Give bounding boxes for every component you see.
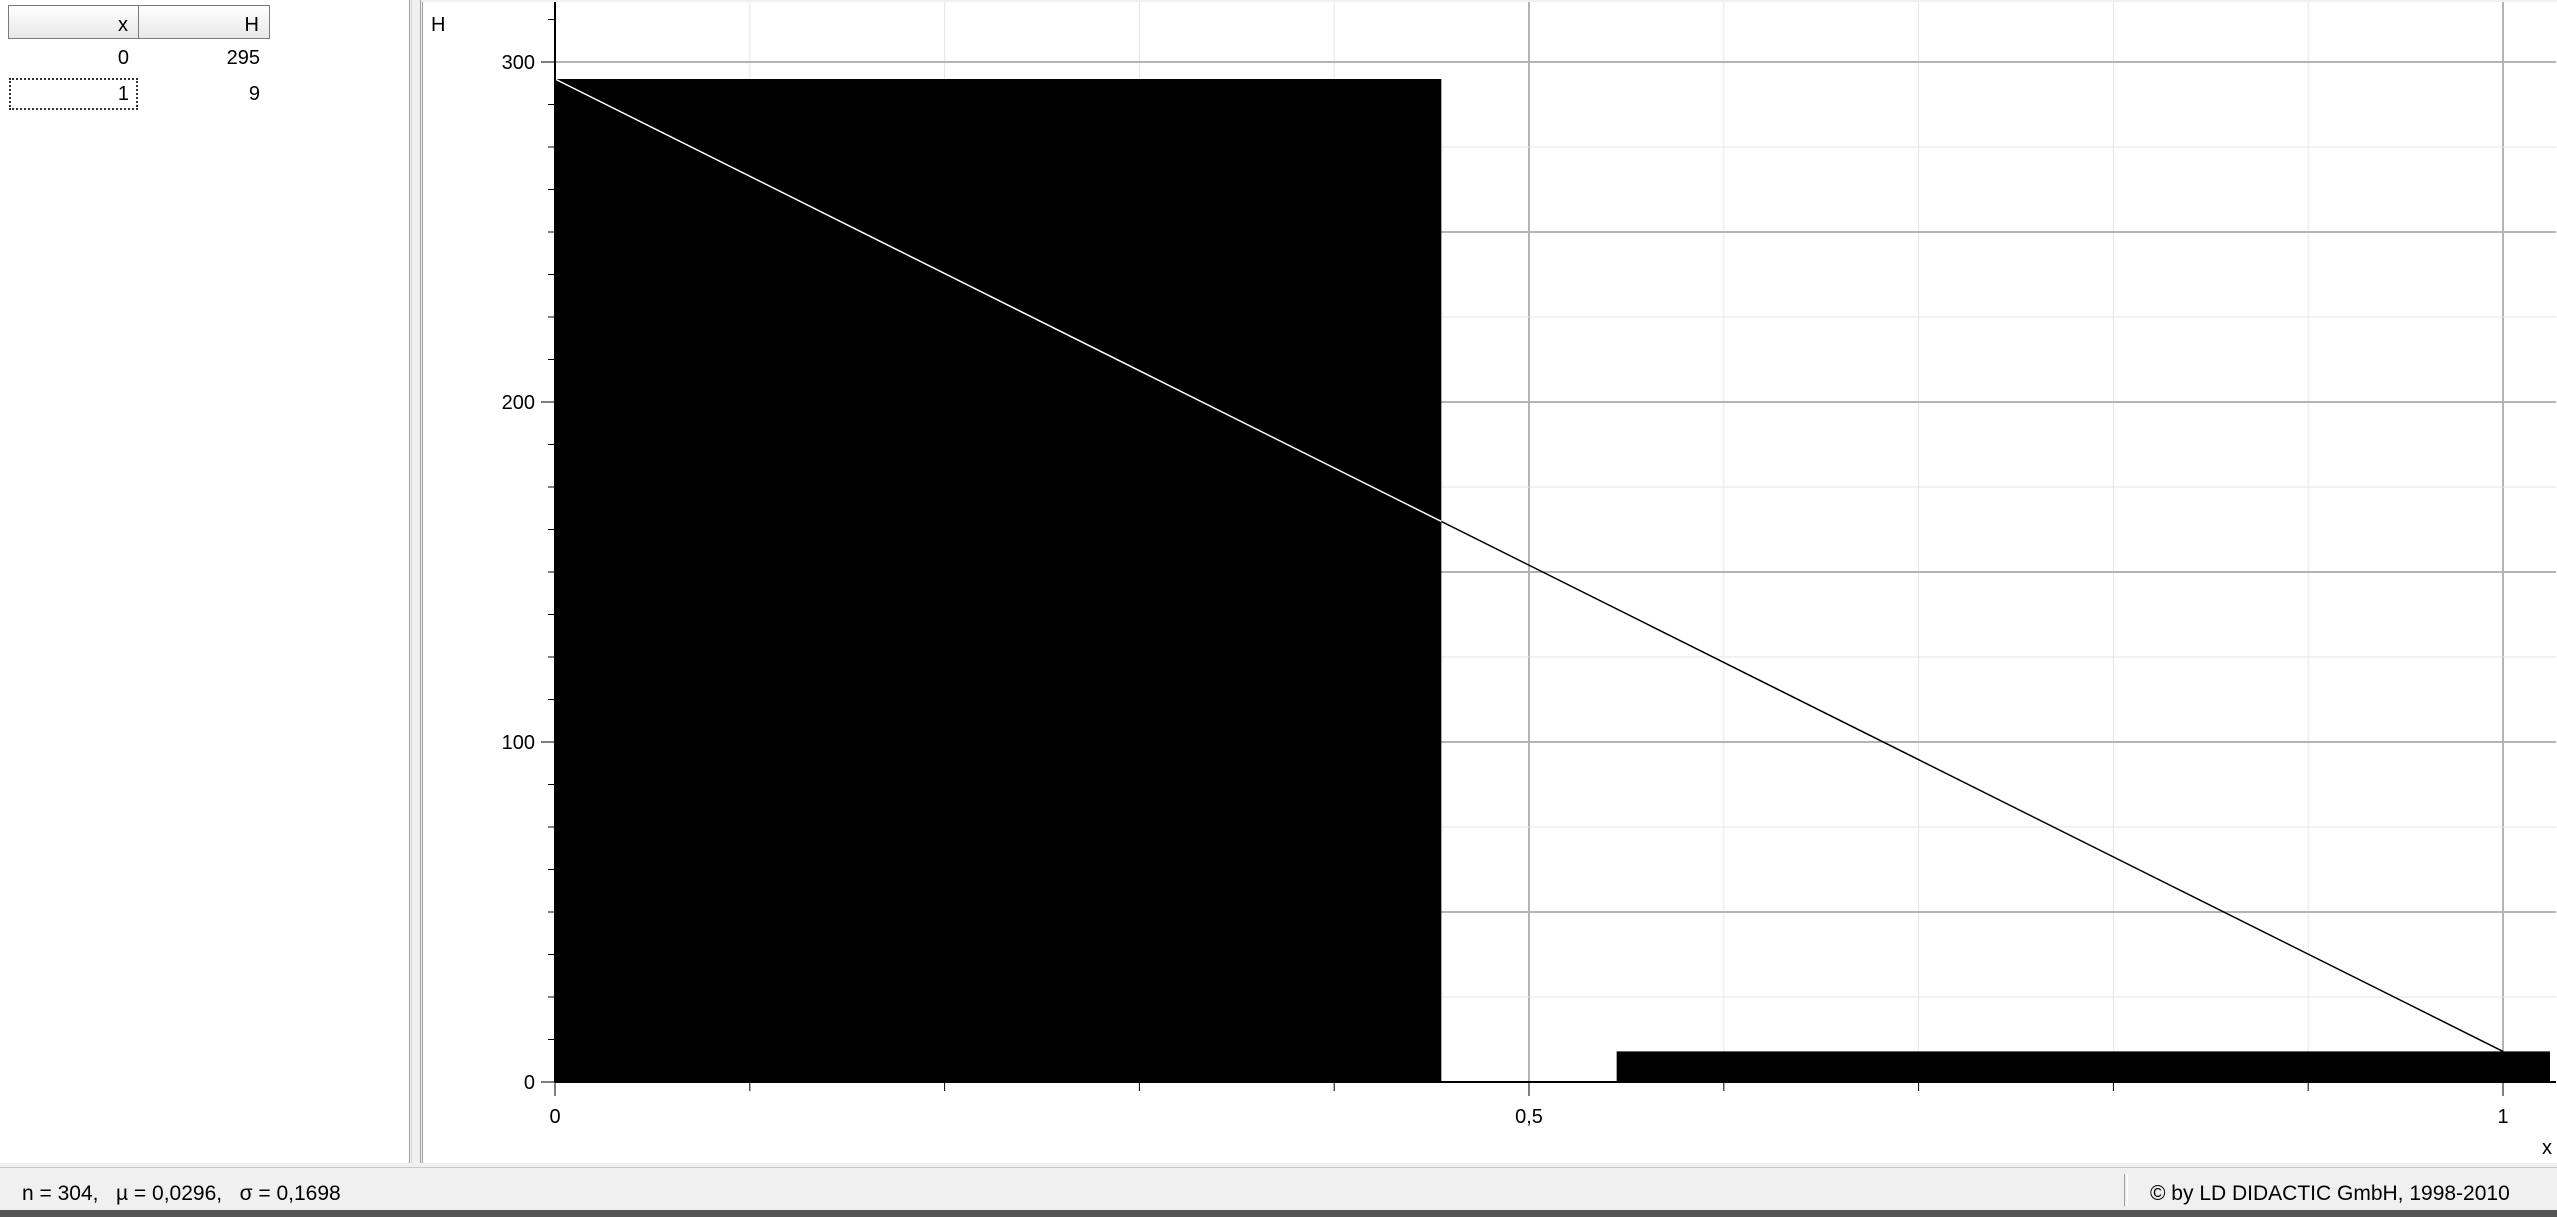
cell-x-selected[interactable]: 1	[8, 77, 139, 111]
table-row[interactable]: 1 9	[8, 77, 270, 111]
y-tick-label: 200	[502, 392, 535, 414]
x-tick-label: 0,5	[1515, 1106, 1543, 1128]
statistics-text: n = 304, µ = 0,0296, σ = 0,1698	[22, 1182, 341, 1205]
y-tick-label: 100	[502, 732, 535, 754]
fit-line	[554, 78, 2504, 1053]
x-tick-label: 0	[549, 1106, 560, 1128]
measurement-table[interactable]: x H 0 295 1 9	[0, 0, 410, 1163]
table-row[interactable]: 0 295	[8, 41, 270, 75]
histogram-bar-0	[555, 79, 1442, 1082]
table-header: x H	[8, 5, 270, 39]
cell-h[interactable]: 9	[248, 83, 260, 105]
fit-line-over-bar	[554, 78, 1442, 523]
taskbar-edge	[0, 1210, 2557, 1217]
status-divider	[2124, 1174, 2128, 1206]
bars	[555, 79, 2550, 1082]
chart-canvas[interactable]: 0 100 200 300 0 0,5 1 H x	[423, 2, 2556, 1161]
histogram-bar-1	[1616, 1051, 2550, 1082]
y-axis-label: H	[431, 14, 445, 36]
copyright-text: © by LD DIDACTIC GmbH, 1998-2010	[2150, 1182, 2510, 1205]
x-axis-label: x	[2542, 1137, 2552, 1159]
column-header-h[interactable]: H	[139, 5, 270, 39]
status-bar: n = 304, µ = 0,0296, σ = 0,1698 © by LD …	[0, 1167, 2557, 1217]
axes: 0 100 200 300 0 0,5 1	[502, 2, 2556, 1128]
y-tick-label: 300	[502, 52, 535, 74]
pane-splitter[interactable]	[411, 0, 421, 1163]
cell-x[interactable]: 0	[117, 47, 129, 69]
x-tick-label: 1	[2497, 1106, 2508, 1128]
y-tick-label: 0	[524, 1072, 535, 1094]
histogram-chart[interactable]: 0 100 200 300 0 0,5 1 H x	[422, 2, 2557, 1163]
column-header-x[interactable]: x	[8, 5, 139, 39]
cell-h[interactable]: 295	[226, 47, 260, 69]
